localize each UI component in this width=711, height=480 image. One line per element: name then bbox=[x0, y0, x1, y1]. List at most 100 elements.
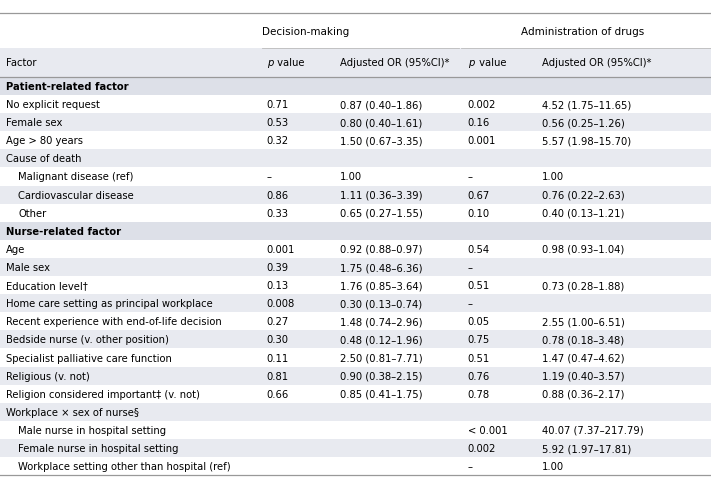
Bar bbox=[0, 276, 711, 295]
Text: Other: Other bbox=[18, 208, 47, 218]
Text: 2.55 (1.00–6.51): 2.55 (1.00–6.51) bbox=[542, 317, 624, 326]
Text: 5.57 (1.98–15.70): 5.57 (1.98–15.70) bbox=[542, 136, 631, 146]
Text: 0.71: 0.71 bbox=[267, 100, 289, 110]
Text: Female nurse in hospital setting: Female nurse in hospital setting bbox=[18, 443, 179, 453]
Text: 0.56 (0.25–1.26): 0.56 (0.25–1.26) bbox=[542, 118, 624, 128]
Text: 0.30: 0.30 bbox=[267, 335, 289, 345]
Bar bbox=[0, 421, 711, 439]
Text: 2.50 (0.81–7.71): 2.50 (0.81–7.71) bbox=[340, 353, 422, 363]
Bar bbox=[0, 150, 711, 168]
Text: Administration of drugs: Administration of drugs bbox=[521, 27, 645, 36]
Text: 0.73 (0.28–1.88): 0.73 (0.28–1.88) bbox=[542, 280, 624, 290]
Bar bbox=[0, 114, 711, 132]
Text: 0.98 (0.93–1.04): 0.98 (0.93–1.04) bbox=[542, 244, 624, 254]
Text: value: value bbox=[274, 59, 305, 68]
Text: Home care setting as principal workplace: Home care setting as principal workplace bbox=[6, 299, 213, 309]
Text: Education level†: Education level† bbox=[6, 280, 87, 290]
Text: Nurse-related factor: Nurse-related factor bbox=[6, 227, 121, 236]
Text: Male sex: Male sex bbox=[6, 263, 50, 273]
Text: 0.39: 0.39 bbox=[267, 263, 289, 273]
Bar bbox=[0, 439, 711, 457]
Text: Female sex: Female sex bbox=[6, 118, 62, 128]
Bar bbox=[0, 222, 711, 240]
Text: Cause of death: Cause of death bbox=[6, 154, 81, 164]
Text: 0.40 (0.13–1.21): 0.40 (0.13–1.21) bbox=[542, 208, 624, 218]
Text: 1.19 (0.40–3.57): 1.19 (0.40–3.57) bbox=[542, 371, 624, 381]
Text: 0.51: 0.51 bbox=[468, 280, 490, 290]
Text: Decision-making: Decision-making bbox=[262, 27, 349, 36]
Text: Recent experience with end-of-life decision: Recent experience with end-of-life decis… bbox=[6, 317, 221, 326]
Text: 1.00: 1.00 bbox=[542, 172, 564, 182]
Bar bbox=[0, 258, 711, 276]
Bar bbox=[0, 457, 711, 475]
Text: Male nurse in hospital setting: Male nurse in hospital setting bbox=[18, 425, 166, 435]
Text: 0.13: 0.13 bbox=[267, 280, 289, 290]
Bar bbox=[0, 204, 711, 222]
Bar bbox=[0, 78, 711, 96]
Text: 0.001: 0.001 bbox=[468, 136, 496, 146]
Text: 0.30 (0.13–0.74): 0.30 (0.13–0.74) bbox=[340, 299, 422, 309]
Text: Age > 80 years: Age > 80 years bbox=[6, 136, 82, 146]
Text: 0.92 (0.88–0.97): 0.92 (0.88–0.97) bbox=[340, 244, 422, 254]
Bar bbox=[0, 295, 711, 312]
Text: 1.48 (0.74–2.96): 1.48 (0.74–2.96) bbox=[340, 317, 422, 326]
Text: 0.16: 0.16 bbox=[468, 118, 490, 128]
Bar bbox=[0, 349, 711, 367]
Text: 0.002: 0.002 bbox=[468, 100, 496, 110]
Text: –: – bbox=[468, 461, 473, 471]
Text: Cardiovascular disease: Cardiovascular disease bbox=[18, 190, 134, 200]
Text: 0.002: 0.002 bbox=[468, 443, 496, 453]
Text: 0.85 (0.41–1.75): 0.85 (0.41–1.75) bbox=[340, 389, 422, 399]
Bar bbox=[0, 49, 711, 78]
Text: Malignant disease (ref): Malignant disease (ref) bbox=[18, 172, 134, 182]
Bar bbox=[0, 132, 711, 150]
Text: p: p bbox=[267, 59, 273, 68]
Text: Specialist palliative care function: Specialist palliative care function bbox=[6, 353, 171, 363]
Text: 0.54: 0.54 bbox=[468, 244, 490, 254]
Text: 1.11 (0.36–3.39): 1.11 (0.36–3.39) bbox=[340, 190, 422, 200]
Bar bbox=[0, 385, 711, 403]
Text: 0.65 (0.27–1.55): 0.65 (0.27–1.55) bbox=[340, 208, 422, 218]
Text: value: value bbox=[476, 59, 506, 68]
Bar bbox=[0, 312, 711, 331]
Text: 1.00: 1.00 bbox=[542, 461, 564, 471]
Text: 40.07 (7.37–217.79): 40.07 (7.37–217.79) bbox=[542, 425, 643, 435]
Text: 1.50 (0.67–3.35): 1.50 (0.67–3.35) bbox=[340, 136, 422, 146]
Text: Workplace × sex of nurse§: Workplace × sex of nurse§ bbox=[6, 407, 139, 417]
Text: 0.81: 0.81 bbox=[267, 371, 289, 381]
Text: 0.53: 0.53 bbox=[267, 118, 289, 128]
Text: 1.76 (0.85–3.64): 1.76 (0.85–3.64) bbox=[340, 280, 422, 290]
Text: 0.86: 0.86 bbox=[267, 190, 289, 200]
Text: 0.51: 0.51 bbox=[468, 353, 490, 363]
Text: 0.76: 0.76 bbox=[468, 371, 490, 381]
Text: 0.05: 0.05 bbox=[468, 317, 490, 326]
Text: 0.80 (0.40–1.61): 0.80 (0.40–1.61) bbox=[340, 118, 422, 128]
Text: 0.11: 0.11 bbox=[267, 353, 289, 363]
Bar bbox=[0, 403, 711, 421]
Text: Adjusted OR (95%CI)*: Adjusted OR (95%CI)* bbox=[340, 59, 449, 68]
Text: 0.78 (0.18–3.48): 0.78 (0.18–3.48) bbox=[542, 335, 624, 345]
Text: Adjusted OR (95%CI)*: Adjusted OR (95%CI)* bbox=[542, 59, 651, 68]
Text: 0.67: 0.67 bbox=[468, 190, 490, 200]
Text: 0.27: 0.27 bbox=[267, 317, 289, 326]
Text: 0.76 (0.22–2.63): 0.76 (0.22–2.63) bbox=[542, 190, 624, 200]
Text: Age: Age bbox=[6, 244, 25, 254]
Text: Factor: Factor bbox=[6, 59, 36, 68]
Bar bbox=[0, 331, 711, 349]
Text: 0.33: 0.33 bbox=[267, 208, 289, 218]
Text: Religious (v. not): Religious (v. not) bbox=[6, 371, 90, 381]
Text: –: – bbox=[267, 172, 272, 182]
Bar bbox=[0, 96, 711, 114]
Text: 0.001: 0.001 bbox=[267, 244, 295, 254]
Text: Workplace setting other than hospital (ref): Workplace setting other than hospital (r… bbox=[18, 461, 231, 471]
Text: 0.008: 0.008 bbox=[267, 299, 295, 309]
Bar bbox=[0, 367, 711, 385]
Text: No explicit request: No explicit request bbox=[6, 100, 100, 110]
Text: 0.66: 0.66 bbox=[267, 389, 289, 399]
Text: < 0.001: < 0.001 bbox=[468, 425, 508, 435]
Text: Bedside nurse (v. other position): Bedside nurse (v. other position) bbox=[6, 335, 169, 345]
Bar bbox=[0, 240, 711, 258]
Text: p: p bbox=[468, 59, 474, 68]
Text: 5.92 (1.97–17.81): 5.92 (1.97–17.81) bbox=[542, 443, 631, 453]
Text: –: – bbox=[468, 299, 473, 309]
